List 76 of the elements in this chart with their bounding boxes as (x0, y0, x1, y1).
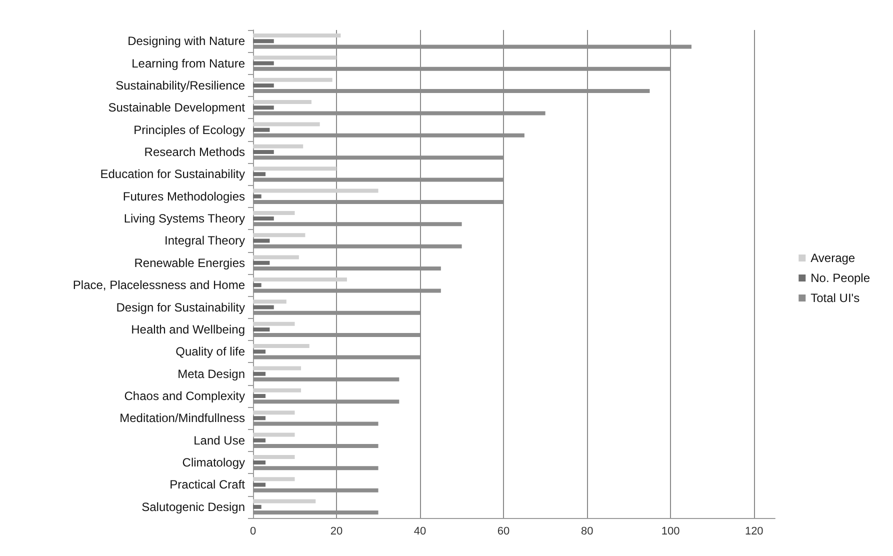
bar (253, 388, 302, 392)
bar (253, 210, 295, 215)
y-tick-label: Sustainable Development (108, 100, 246, 115)
bar (253, 122, 320, 126)
bar (253, 260, 270, 265)
bar (253, 150, 274, 154)
x-tick-label: 60 (497, 526, 510, 538)
bar (253, 504, 262, 509)
y-tick-label: Futures Methodologies (122, 189, 245, 204)
legend-label: Total UI's (810, 291, 860, 305)
bar (253, 322, 295, 326)
bar (253, 410, 295, 415)
y-tick-label: Learning from Nature (132, 56, 246, 70)
bar (253, 344, 310, 348)
legend-label: Average (810, 251, 856, 265)
bar (253, 394, 266, 398)
bar (253, 33, 341, 38)
bar (253, 454, 295, 459)
x-tick-label: 120 (744, 526, 764, 538)
bar (253, 61, 274, 66)
bar (253, 106, 274, 110)
bar (253, 277, 347, 282)
y-tick-label: Renewable Energies (134, 256, 245, 270)
bar (253, 438, 266, 442)
y-tick-label: Chaos and Complexity (124, 389, 245, 403)
y-tick-label: Land Use (194, 433, 246, 448)
x-tick-label: 40 (414, 526, 426, 538)
y-tick-label: Place, Placelessness and Home (72, 278, 246, 292)
bar (253, 350, 266, 354)
y-tick-label: Practical Craft (170, 478, 246, 492)
bar (253, 238, 270, 243)
bar (253, 366, 302, 370)
bar (253, 233, 306, 238)
bar (253, 39, 274, 44)
bar (253, 255, 299, 260)
bar (253, 144, 304, 148)
bar (253, 372, 266, 376)
y-tick-label: Quality of life (176, 344, 246, 359)
bar (253, 283, 262, 288)
y-tick-label: Sustainability/Resilience (116, 78, 246, 92)
y-tick-label: Meditation/Mindfullness (120, 411, 245, 426)
bar (253, 166, 337, 171)
y-tick-label: Climatology (182, 456, 245, 470)
bar (253, 128, 270, 132)
x-tick-label: 100 (661, 526, 680, 538)
y-tick-label: Integral Theory (164, 234, 245, 248)
bar (253, 482, 266, 487)
x-tick-label: 80 (580, 526, 594, 538)
bar (253, 56, 337, 60)
y-tick-label: Meta Design (178, 366, 245, 381)
y-tick-label: Research Methods (144, 145, 245, 159)
bar (253, 100, 312, 104)
bar (253, 327, 270, 332)
bar (253, 499, 316, 504)
y-tick-label: Salutogenic Design (142, 500, 245, 514)
bar (253, 188, 378, 193)
bar (253, 216, 274, 221)
y-tick-label: Design for Sustainability (116, 300, 245, 314)
legend-label: No. People (810, 271, 870, 285)
bar (253, 432, 295, 437)
bar (253, 416, 266, 420)
y-tick-label: Health and Wellbeing (131, 322, 245, 336)
y-tick-label: Designing with Nature (128, 34, 246, 48)
bar (253, 194, 262, 198)
bar (253, 460, 266, 465)
x-tick-label: 20 (330, 526, 343, 538)
y-tick-label: Living Systems Theory (124, 212, 245, 226)
bar (253, 78, 332, 82)
bar (253, 172, 266, 176)
bar (253, 83, 274, 88)
bar (253, 305, 274, 310)
bar (253, 300, 286, 304)
bar (253, 477, 295, 482)
x-tick-label: 0 (250, 526, 256, 538)
y-tick-label: Principles of Ecology (134, 122, 245, 137)
y-tick-label: Education for Sustainability (100, 167, 245, 182)
